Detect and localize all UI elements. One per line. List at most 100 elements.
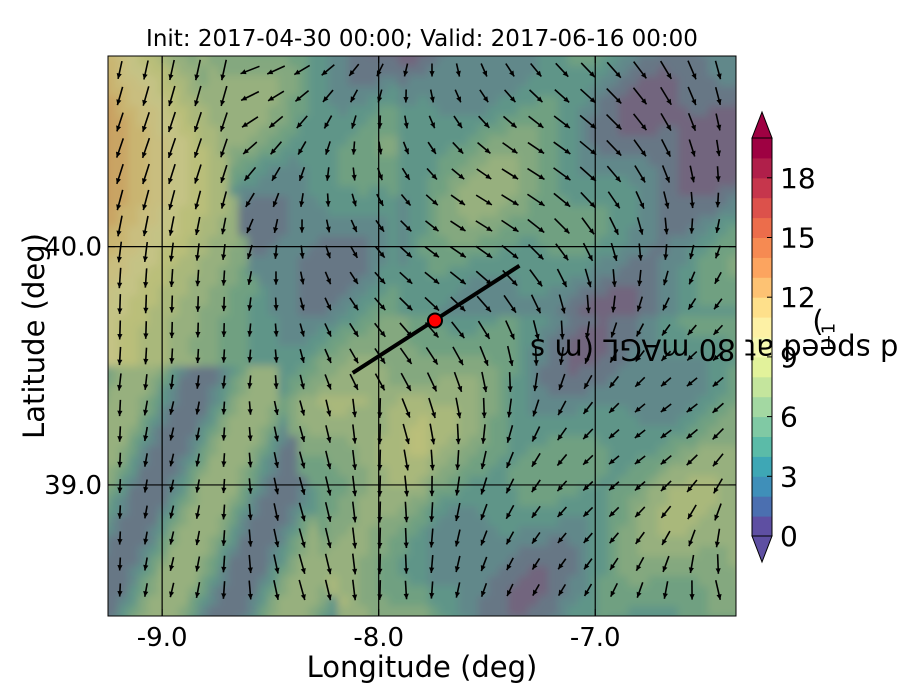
wind-arrow-head — [167, 126, 173, 132]
wind-arrow-head — [377, 438, 383, 445]
wind-arrow-head — [609, 407, 615, 413]
wind-arrow-head — [406, 251, 412, 258]
wind-arrow-head — [586, 281, 592, 288]
wind-arrow-head — [220, 202, 226, 209]
wind-arrow-head — [713, 329, 720, 335]
wind-arrow-head — [273, 253, 279, 259]
colorbar-segment — [752, 516, 772, 537]
wind-arrow-head — [634, 484, 641, 491]
colorbar-tick-label: 3 — [780, 460, 798, 493]
wind-arrow-head — [712, 407, 719, 413]
wind-arrow-head — [690, 176, 696, 183]
colorbar-outline — [751, 137, 773, 537]
wind-arrow-head — [274, 488, 280, 495]
wind-arrow-head — [325, 201, 331, 207]
wind-arrow-head — [641, 124, 647, 131]
wind-arrow-head — [431, 412, 437, 419]
wind-arrow-head — [116, 230, 122, 237]
wind-arrow-head — [404, 438, 410, 445]
wind-arrow-head — [637, 280, 643, 287]
wind-arrow-head — [403, 97, 409, 103]
wind-arrow-head — [404, 148, 409, 155]
wind-arrow-head — [221, 487, 227, 494]
wind-arrow-head — [433, 251, 439, 258]
colorbar-label-main: Horizontal wind speed at 80 mAGL (m s — [530, 332, 900, 367]
wind-arrow-head — [480, 565, 486, 572]
wind-arrow-head — [509, 96, 516, 103]
wind-arrow-head — [194, 74, 200, 81]
wind-arrow-head — [379, 277, 386, 284]
wind-arrow-head — [273, 330, 279, 337]
wind-arrow-head — [615, 97, 622, 104]
wind-arrow-head — [660, 432, 667, 438]
wind-arrow-head — [691, 73, 697, 80]
wind-arrow-head — [352, 542, 358, 549]
colorbar-segment — [752, 416, 772, 437]
wind-arrow-head — [351, 464, 358, 470]
wind-arrow-head — [429, 592, 435, 599]
wind-arrow-head — [660, 485, 667, 492]
wind-arrow-head — [716, 124, 722, 131]
wind-arrow-head — [662, 329, 668, 336]
wind-arrow-head — [716, 73, 722, 80]
wind-arrow-head — [507, 590, 512, 597]
wind-arrow-head — [609, 381, 615, 388]
wind-arrow-head — [557, 485, 563, 492]
wind-arrow-head — [532, 435, 538, 442]
wind-arrow-head — [609, 537, 616, 544]
wind-arrow-head — [509, 333, 515, 340]
wind-arrow-head — [247, 540, 253, 547]
wind-arrow-head — [352, 226, 357, 233]
x-tick-label: -9.0 — [137, 623, 188, 653]
wind-arrow-head — [247, 356, 253, 363]
wind-arrow-head — [480, 513, 486, 520]
wind-arrow-head — [512, 200, 519, 206]
wind-arrow-head — [116, 177, 121, 184]
wind-arrow-head — [456, 412, 462, 419]
wind-arrow-head — [273, 435, 280, 442]
colorbar-segment — [752, 217, 772, 238]
wind-arrow-head — [326, 410, 332, 417]
wind-arrow-head — [459, 252, 466, 258]
wind-arrow-head — [141, 178, 147, 185]
wind-arrow-head — [245, 200, 251, 207]
wind-arrow-head — [459, 278, 466, 285]
wind-arrow-head — [169, 408, 175, 415]
wind-arrow-head — [634, 406, 641, 413]
wind-arrow-head — [379, 251, 385, 258]
wind-arrow-head — [459, 305, 466, 312]
wind-arrow-head — [538, 200, 545, 206]
wind-arrow-head — [563, 227, 570, 234]
wind-arrow-head — [377, 516, 383, 523]
wind-arrow-head — [564, 201, 571, 207]
wind-arrow-head — [273, 461, 280, 468]
wind-arrow-head — [117, 564, 123, 571]
wind-arrow-head — [583, 459, 589, 465]
wind-arrow-head — [377, 542, 383, 549]
wind-arrow-head — [403, 593, 409, 600]
wind-arrow-head — [482, 96, 489, 103]
wind-arrow-head — [143, 384, 149, 390]
wind-arrow-head — [194, 254, 201, 261]
wind-arrow-head — [321, 69, 328, 76]
wind-arrow-head — [558, 589, 564, 596]
wind-arrow-head — [195, 512, 201, 519]
wind-speed-map — [108, 56, 736, 616]
wind-arrow-head — [663, 228, 669, 235]
wind-arrow-head — [557, 434, 563, 441]
wind-arrow-head — [583, 537, 590, 543]
wind-arrow-head — [194, 592, 201, 598]
wind-arrow-head — [506, 512, 512, 519]
wind-arrow-head — [299, 201, 305, 207]
wind-arrow-head — [221, 305, 227, 312]
wind-arrow-head — [273, 383, 279, 389]
wind-arrow-head — [714, 303, 720, 310]
wind-arrow-head — [486, 252, 493, 258]
wind-arrow-head — [377, 464, 383, 471]
wind-arrow-head — [351, 437, 358, 444]
wind-arrow-head — [143, 590, 149, 597]
wind-arrow-head — [247, 461, 253, 468]
wind-arrow-head — [143, 564, 149, 571]
wind-arrow-head — [557, 537, 564, 544]
wind-arrow-head — [663, 254, 669, 260]
